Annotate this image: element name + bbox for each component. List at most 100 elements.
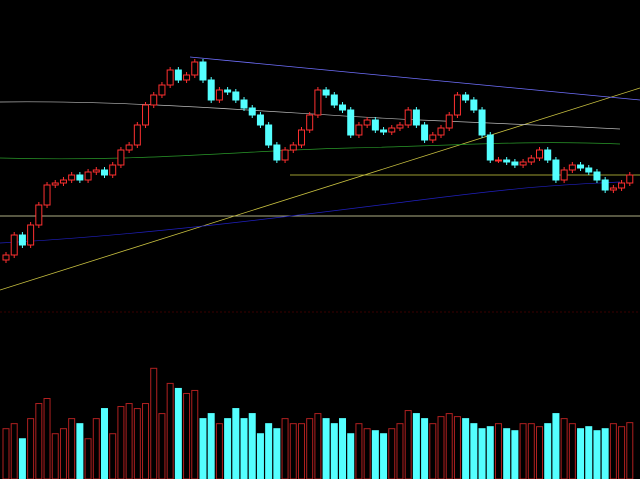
volume-bar: [462, 418, 470, 479]
volume-bar: [322, 418, 330, 479]
candle-body: [240, 99, 248, 109]
candle-body: [494, 159, 502, 162]
volume-bar: [207, 413, 215, 479]
candle-body: [544, 149, 552, 161]
volume-bar: [511, 430, 519, 479]
volume-bar: [486, 426, 494, 479]
candle-body: [281, 149, 289, 161]
candle-body: [429, 134, 437, 141]
volume-bar: [544, 423, 552, 479]
candle-body: [35, 204, 43, 226]
candle-body: [527, 157, 535, 163]
candle-body: [215, 89, 223, 101]
volume-bar: [601, 428, 609, 479]
volume-bar: [404, 410, 412, 479]
candle-body: [371, 119, 379, 131]
volume-bar: [109, 433, 117, 479]
candle-body: [363, 119, 371, 126]
candle-body: [560, 169, 568, 181]
volume-bar: [503, 428, 511, 479]
volume-bar: [355, 423, 363, 479]
volume-bar: [273, 428, 281, 479]
volume-bar: [256, 433, 264, 479]
volume-bar: [289, 423, 297, 479]
volume-bar: [215, 423, 223, 479]
candle-body: [568, 164, 576, 171]
candle-body: [207, 79, 215, 101]
candle-body: [109, 164, 117, 176]
volume-bar: [380, 433, 388, 479]
candle-body: [224, 89, 232, 93]
volume-bar: [552, 413, 560, 479]
volume-bar: [388, 428, 396, 479]
candle-body: [339, 104, 347, 111]
volume-bar: [470, 423, 478, 479]
volume-bar: [347, 433, 355, 479]
volume-bar: [150, 367, 158, 479]
candle-body: [43, 184, 51, 206]
candle-body: [503, 159, 511, 163]
candle-body: [453, 94, 461, 116]
volume-bar: [297, 423, 305, 479]
volume-bar: [478, 428, 486, 479]
candle-body: [314, 89, 322, 116]
candle-body: [519, 161, 527, 166]
volume-bar: [43, 398, 51, 479]
volume-bar: [125, 403, 133, 479]
volume-bar: [92, 418, 100, 479]
volume-bar: [609, 423, 617, 479]
candle-body: [585, 167, 593, 173]
trend-line: [0, 87, 640, 291]
candle-body: [626, 174, 634, 184]
candle-body: [174, 69, 182, 81]
volume-bar: [593, 430, 601, 479]
volume-bar: [306, 418, 314, 479]
volume-bar: [527, 423, 535, 479]
candle-body: [552, 159, 560, 181]
volume-bar: [330, 423, 338, 479]
candle-body: [142, 104, 150, 126]
volume-bar: [519, 423, 527, 479]
candle-body: [388, 127, 396, 133]
volume-bar: [281, 418, 289, 479]
candle-body: [265, 124, 273, 146]
candle-body: [133, 124, 141, 146]
volume-bar: [568, 423, 576, 479]
volume-bar: [412, 413, 420, 479]
candle-body: [618, 182, 626, 189]
candle-body: [199, 61, 207, 81]
volume-bar: [560, 418, 568, 479]
volume-bar: [363, 428, 371, 479]
candle-body: [289, 144, 297, 151]
candle-body: [486, 134, 494, 161]
candle-body: [404, 109, 412, 126]
volume-bar: [232, 408, 240, 479]
volume-bar: [421, 418, 429, 479]
candle-body: [158, 84, 166, 96]
candle-body: [412, 109, 420, 126]
volume-bar: [133, 408, 141, 479]
volume-bar: [248, 413, 256, 479]
candle-body: [166, 69, 174, 86]
candle-body: [577, 164, 585, 169]
candle-body: [306, 114, 314, 131]
candle-body: [100, 169, 108, 176]
candle-body: [322, 89, 330, 96]
candle-body: [511, 161, 519, 166]
candle-body: [10, 234, 18, 256]
candle-body: [191, 61, 199, 76]
candle-body: [347, 109, 355, 136]
volume-bar: [429, 423, 437, 479]
volume-bar: [199, 418, 207, 479]
candle-body: [330, 94, 338, 106]
candle-body: [68, 174, 76, 181]
candle-body: [150, 94, 158, 106]
candle-body: [273, 144, 281, 161]
volume-bar: [35, 403, 43, 479]
candle-body: [232, 91, 240, 101]
volume-bar: [265, 423, 273, 479]
volume-bar: [191, 389, 199, 479]
candle-body: [183, 74, 191, 81]
volume-bar: [18, 438, 26, 479]
